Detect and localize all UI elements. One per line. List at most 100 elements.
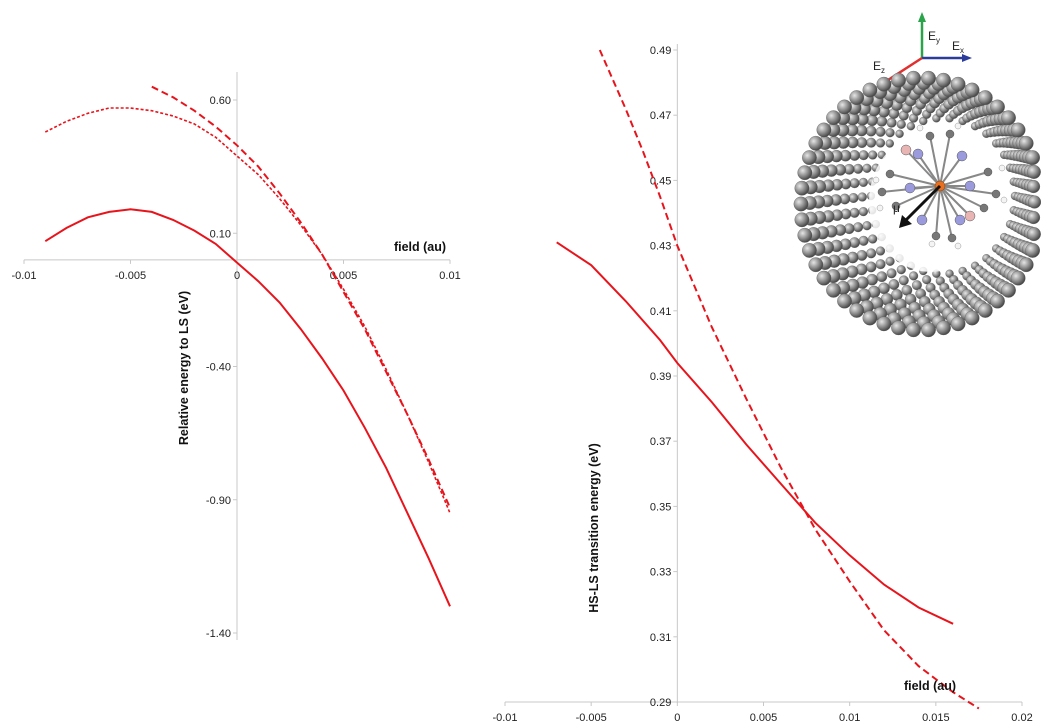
nanotube-atom	[977, 303, 993, 318]
bond	[939, 171, 989, 187]
nitrogen-atom	[956, 150, 968, 162]
nanotube-atom	[802, 243, 817, 258]
nanotube-atom	[1001, 110, 1016, 126]
nanotube-atom	[865, 125, 877, 137]
nanotube-atom	[875, 138, 886, 148]
nanotube-atom	[1018, 135, 1034, 151]
nanotube-atom	[1026, 210, 1041, 225]
nanotube-atom	[865, 261, 877, 273]
x-axis-title: field (au)	[904, 679, 956, 693]
nanotube-atom	[876, 115, 888, 127]
bond	[935, 185, 941, 237]
nanotube-atom	[875, 126, 886, 137]
y-tick-label: 0.47	[650, 110, 671, 122]
y-tick-label: 0.35	[650, 501, 671, 513]
bond	[939, 155, 963, 187]
y-tick-label: 0.37	[650, 436, 671, 448]
right-chart: -0.01 -0.005 0 0.005 0.01 0.015 0.02 0.29 0.31 0.…	[492, 44, 1033, 724]
carbon-atom	[979, 203, 989, 213]
nanotube-atom	[906, 122, 916, 131]
nanotube-atom	[964, 310, 980, 326]
ex-arrowhead	[962, 54, 972, 62]
ez-label: Ez	[873, 59, 885, 75]
y-tick-label: 0.10	[210, 228, 231, 240]
nanotube-atom	[1026, 227, 1041, 242]
nanotube-atom	[849, 90, 865, 105]
nanotube-atom	[858, 235, 869, 246]
nanotube-atom	[866, 248, 877, 259]
y-tick-label: 0.43	[650, 241, 671, 253]
series-dotted-line	[44, 107, 451, 514]
carbon-atom	[983, 167, 993, 177]
nanotube-atom	[816, 270, 832, 286]
nanotube-atom	[793, 196, 809, 212]
carbon-atom	[991, 189, 1001, 199]
nanotube-atom	[950, 316, 966, 332]
nanotube-atom	[826, 110, 841, 126]
y-tick-label: 0.33	[650, 567, 671, 579]
nitrogen-atom	[904, 182, 916, 194]
nanotube-atom	[875, 246, 886, 256]
bond	[895, 185, 941, 207]
series-solid-line	[44, 208, 451, 607]
nanotube-atom	[896, 119, 906, 129]
nanotube-atom	[876, 316, 892, 332]
nanotube-atom	[849, 178, 860, 189]
nanotube-atom	[1026, 164, 1041, 179]
nanotube-atom	[858, 177, 868, 187]
nanotube-atom	[936, 320, 951, 336]
nanotube-atom	[891, 320, 906, 336]
hydrogen-atom	[928, 240, 936, 248]
dipole-arrow	[904, 184, 942, 222]
nanotube-atom	[853, 222, 864, 233]
nanotube-atom	[990, 293, 1005, 309]
nanotube-atom	[922, 275, 932, 285]
nanotube-atom	[1025, 150, 1040, 165]
x-tick-label: 0.015	[922, 712, 950, 724]
x-tick-label: 0.01	[439, 270, 460, 282]
bond	[939, 185, 953, 239]
x-axis-title: field (au)	[394, 240, 446, 254]
x-tick-label: 0.005	[330, 270, 358, 282]
bond	[939, 185, 985, 209]
nanotube-atom	[866, 137, 877, 148]
nanotube-atom	[816, 122, 832, 138]
nanotube-atom	[862, 163, 872, 173]
nanotube-atom	[921, 322, 936, 338]
carbon-nanotube	[793, 70, 1041, 338]
nanotube-molecule-inset: Ey Ex Ez μ	[793, 12, 1041, 338]
hydrogen-atom	[954, 122, 962, 130]
dipole-vector: μ	[893, 184, 942, 228]
nanotube-atom	[837, 293, 852, 309]
carbon-atom	[885, 169, 895, 179]
ey-arrowhead	[918, 12, 926, 22]
y-axis-title: HS-LS transition energy (eV)	[587, 443, 601, 612]
nanotube-atom	[898, 275, 909, 286]
y-tick-label: 0.41	[650, 306, 671, 318]
nanotube-atom	[896, 265, 906, 275]
ex-label: Ex	[952, 39, 964, 55]
mu-label: μ	[893, 201, 900, 215]
y-tick-label: 0.60	[210, 95, 231, 107]
nanotube-atom	[1018, 257, 1034, 273]
hydrogen-atom	[916, 124, 924, 132]
nanotube-atom	[808, 257, 824, 273]
bond	[939, 185, 971, 217]
nanotube-atom	[868, 150, 878, 160]
nanotube-atom	[891, 72, 906, 88]
nanotube-atom	[886, 117, 897, 128]
nanotube-atom	[1010, 122, 1026, 138]
nanotube-atom	[945, 269, 954, 278]
y-tick-label: 0.49	[650, 45, 671, 57]
bond	[939, 133, 951, 187]
y-tick-label: -0.40	[206, 362, 231, 374]
nanotube-atom	[826, 282, 841, 298]
nanotube-atom	[862, 310, 878, 326]
nanotube-atom	[802, 150, 817, 165]
hydrogen-atom	[876, 204, 884, 212]
nanotube-atom	[977, 90, 993, 105]
carbon-atom	[925, 131, 935, 141]
nanotube-atom	[837, 99, 852, 115]
nanotube-atom	[856, 250, 868, 261]
nanotube-atom	[797, 165, 813, 181]
